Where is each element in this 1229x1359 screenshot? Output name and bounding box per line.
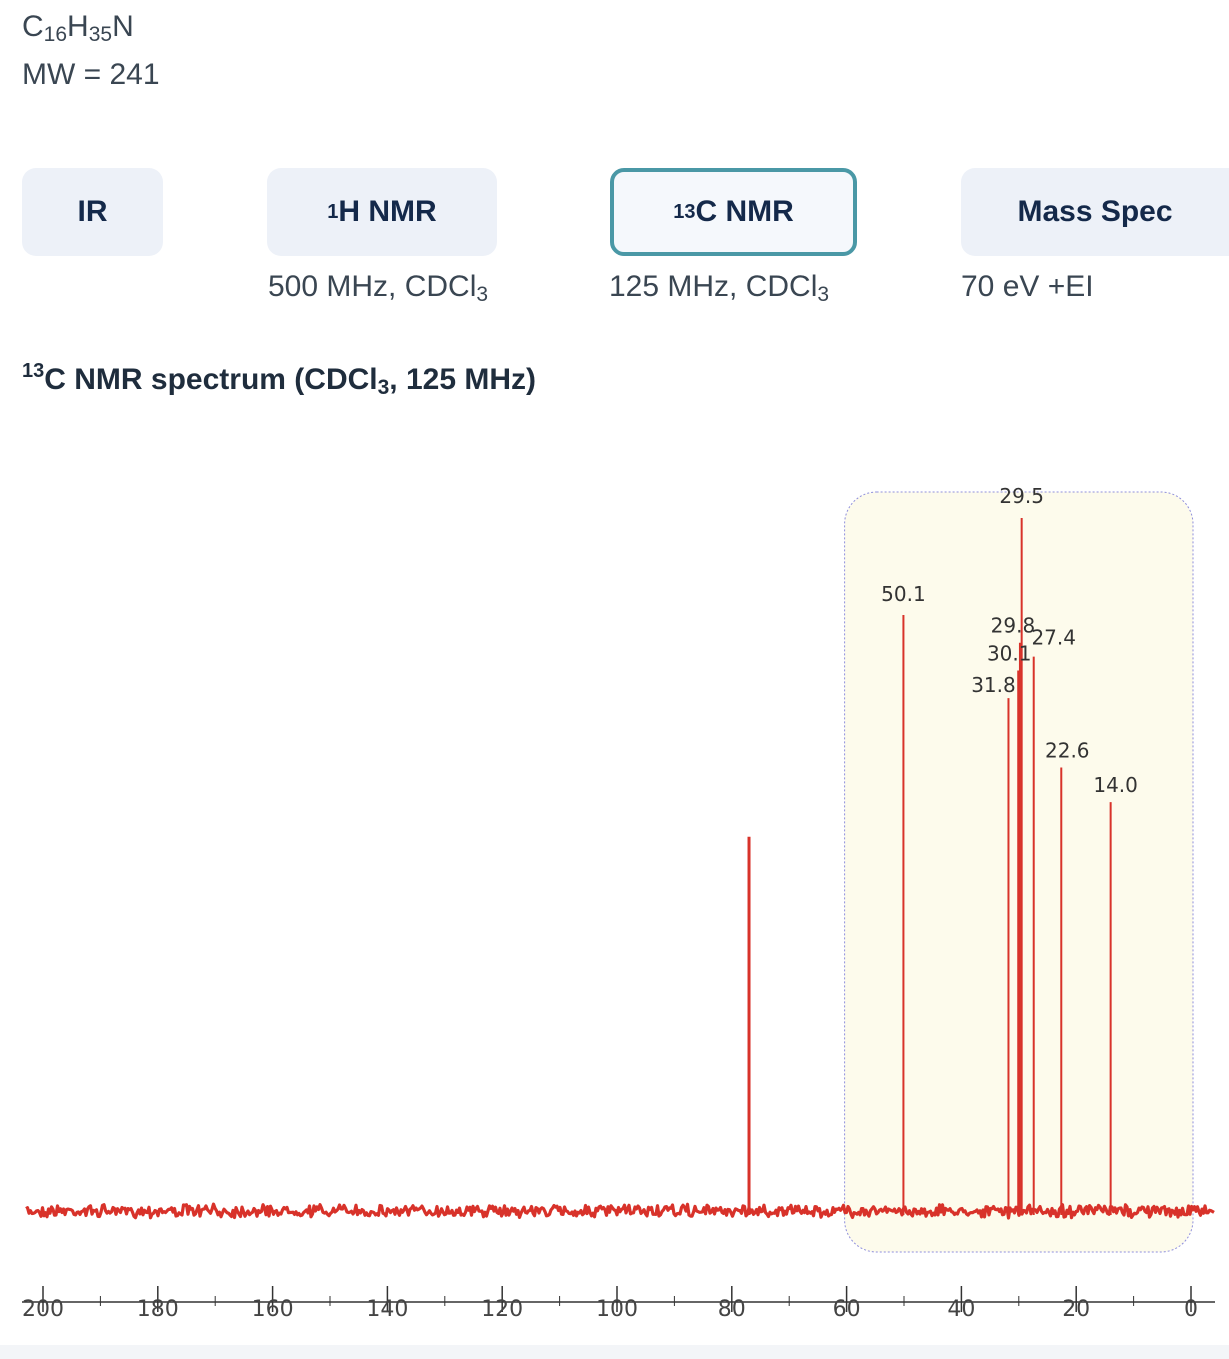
mass-spec-condition-text: 70 eV +EI: [961, 270, 1094, 303]
formula-element-h: H: [67, 10, 89, 43]
x-tick-label: 40: [947, 1297, 975, 1322]
peak-label: 31.8: [971, 673, 1016, 697]
x-tick-label: 60: [833, 1297, 861, 1322]
x-tick-label: 200: [22, 1297, 64, 1322]
peak-label: 29.8: [991, 614, 1036, 638]
peak-label: 14.0: [1093, 773, 1138, 797]
spectrum-title-sub: 3: [377, 376, 390, 399]
h-nmr-condition-sub: 3: [476, 283, 489, 306]
formula-count-h: 35: [88, 23, 113, 46]
spectrum-baseline-trace: [25, 1202, 1215, 1220]
peak-label: 30.1: [987, 641, 1032, 665]
x-tick-label: 140: [366, 1297, 408, 1322]
peak-label: 29.5: [999, 484, 1044, 508]
molecular-formula: C16H35N: [22, 8, 134, 54]
peak-label: 50.1: [881, 582, 926, 606]
x-tick-label: 80: [718, 1297, 746, 1322]
tab-h-nmr-isotope: 1: [327, 200, 339, 223]
formula-element-n: N: [112, 10, 134, 43]
c-nmr-condition: 125 MHz, CDCl3: [609, 270, 829, 307]
peak-label: 27.4: [1031, 626, 1076, 650]
tab-mass-spec-label: Mass Spec: [1017, 195, 1173, 228]
x-tick-label: 0: [1184, 1297, 1198, 1322]
tab-c-nmr-label: C NMR: [695, 195, 794, 228]
tab-c-nmr[interactable]: 13 C NMR: [610, 168, 857, 256]
h-nmr-condition-text: 500 MHz, CDCl: [268, 270, 477, 303]
tab-ir[interactable]: IR: [22, 168, 163, 256]
spectrum-title-main: C NMR spectrum (CDCl: [44, 363, 378, 396]
molecular-weight: MW = 241: [22, 58, 160, 91]
spectrum-title-isotope: 13: [22, 360, 45, 382]
x-tick-label: 160: [252, 1297, 294, 1322]
x-tick-label: 180: [137, 1297, 179, 1322]
tab-h-nmr-label: H NMR: [338, 195, 437, 228]
formula-element-c: C: [22, 10, 44, 43]
page-footer-strip: [0, 1345, 1229, 1359]
h-nmr-condition: 500 MHz, CDCl3: [268, 270, 488, 307]
tab-c-nmr-isotope: 13: [673, 200, 696, 223]
x-tick-label: 100: [596, 1297, 638, 1322]
x-tick-label: 120: [481, 1297, 523, 1322]
tab-mass-spec[interactable]: Mass Spec: [961, 168, 1229, 256]
c-nmr-condition-text: 125 MHz, CDCl: [609, 270, 818, 303]
mass-spec-condition: 70 eV +EI: [961, 270, 1094, 304]
spectrum-title-tail: , 125 MHz): [389, 363, 537, 396]
peak-label: 22.6: [1045, 738, 1090, 762]
formula-count-c: 16: [43, 23, 68, 46]
x-tick-label: 20: [1062, 1297, 1090, 1322]
c-nmr-condition-sub: 3: [817, 283, 830, 306]
spectrum-title: 13C NMR spectrum (CDCl3, 125 MHz): [22, 360, 536, 400]
tab-ir-label: IR: [77, 195, 108, 228]
